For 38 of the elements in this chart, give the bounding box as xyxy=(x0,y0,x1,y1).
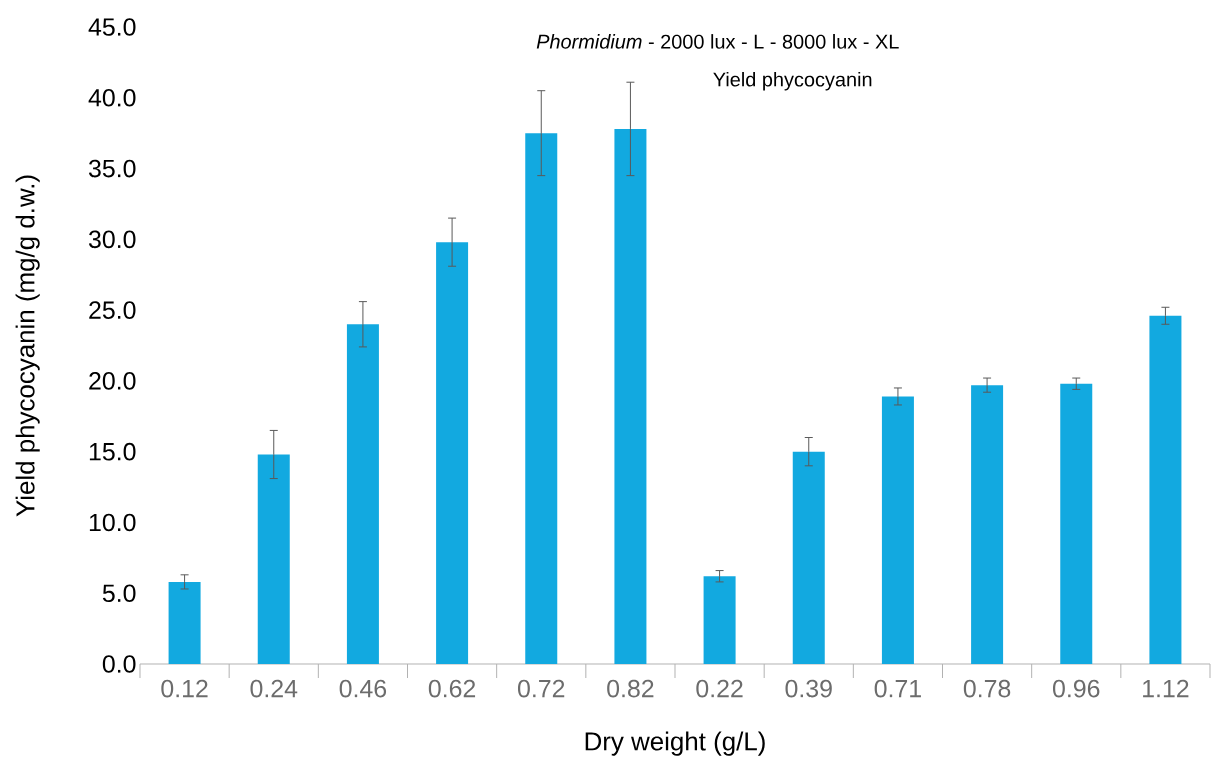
x-tick-label: 1.12 xyxy=(1143,679,1189,698)
x-tick-label: 0.12 xyxy=(161,679,208,698)
bar xyxy=(525,133,558,664)
x-tick-label: 0.46 xyxy=(339,679,387,698)
bar xyxy=(792,451,825,664)
y-tick-label: 20.0 xyxy=(89,372,136,390)
y-tick-label: 35.0 xyxy=(88,159,136,178)
x-tick-label: 0.82 xyxy=(607,679,654,698)
y-tick-label: 5.0 xyxy=(102,584,136,603)
y-tick-label: 45.0 xyxy=(88,18,136,36)
x-tick-label: 0.39 xyxy=(785,679,832,698)
y-tick-label: 40.0 xyxy=(88,88,136,107)
x-tick-label: 0.62 xyxy=(428,679,476,698)
bar xyxy=(168,581,201,664)
bar xyxy=(703,576,736,664)
x-tick-label: 0.72 xyxy=(517,679,565,698)
text: Yield phycocyanin xyxy=(713,71,872,91)
bar xyxy=(346,324,379,664)
x-tick-label: 0.96 xyxy=(1052,679,1100,698)
y-tick-label: 10.0 xyxy=(89,513,136,532)
bar xyxy=(971,385,1004,664)
bar xyxy=(881,396,914,664)
bar xyxy=(1060,383,1093,664)
y-tick-label: 30.0 xyxy=(88,230,136,249)
bar xyxy=(614,128,647,664)
x-tick-label: 0.71 xyxy=(874,679,921,698)
y-tick-label: 25.0 xyxy=(89,301,136,319)
x-tick-label: 0.24 xyxy=(250,679,298,698)
chart-title: Phormidium - 2000 lux - L - 8000 lux - XL xyxy=(536,34,899,49)
bar xyxy=(436,242,469,664)
bar xyxy=(1149,315,1182,664)
x-tick-label: 0.22 xyxy=(696,679,743,698)
y-tick-label: 15.0 xyxy=(89,442,136,461)
x-tick-label: 0.78 xyxy=(963,679,1011,698)
y-tick-label: 0.0 xyxy=(102,655,136,673)
y-axis-title: Yield phycocyanin (mg/g d.w.) xyxy=(15,175,40,517)
bar xyxy=(257,454,290,664)
x-axis-title: Dry weight (g/L) xyxy=(585,731,765,756)
